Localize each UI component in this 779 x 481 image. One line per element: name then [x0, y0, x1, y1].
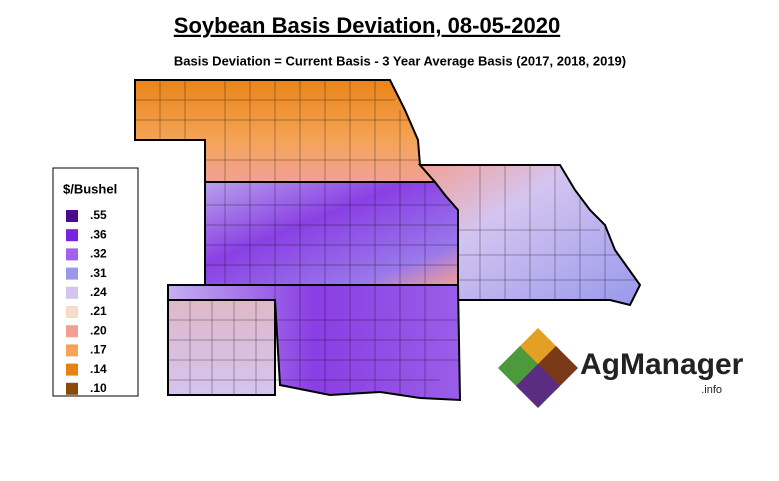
legend-swatch [66, 382, 78, 395]
legend-items: .55 .36 .32 .31 .24 .21 .20 .17 .14 .10 [66, 208, 107, 395]
legend-label: .10 [90, 381, 107, 395]
legend-swatch [66, 210, 78, 222]
logo-name: AgManager [580, 348, 744, 381]
nebraska [134, 79, 438, 183]
legend-label: .55 [90, 208, 107, 222]
texas-panhandle [167, 299, 276, 396]
legend-label: .24 [90, 285, 107, 299]
subtitle: Basis Deviation = Current Basis - 3 Year… [174, 53, 626, 68]
legend-swatch [66, 248, 78, 261]
legend-swatch [66, 306, 78, 318]
logo-suffix: .info [701, 384, 722, 396]
legend-label: .31 [90, 266, 107, 280]
legend-label: .32 [90, 247, 107, 261]
kansas [204, 181, 459, 286]
legend-label: .20 [90, 323, 107, 337]
legend-title: $/Bushel [63, 181, 117, 196]
logo-diamond [516, 364, 560, 408]
legend-swatch [66, 286, 78, 299]
legend-swatch [66, 363, 78, 376]
legend-swatch [66, 344, 78, 357]
legend-label: .17 [90, 343, 107, 357]
legend-label: .14 [90, 362, 107, 376]
logo: AgManager .info [498, 328, 744, 408]
legend-swatch [66, 325, 78, 338]
legend-swatch [66, 229, 78, 242]
title: Soybean Basis Deviation, 08-05-2020 [174, 13, 560, 38]
legend [52, 167, 139, 397]
legend-swatch [66, 267, 78, 280]
legend-label: .36 [90, 227, 107, 241]
states [134, 79, 642, 402]
county-grid [135, 80, 635, 397]
legend-label: .21 [90, 304, 107, 318]
